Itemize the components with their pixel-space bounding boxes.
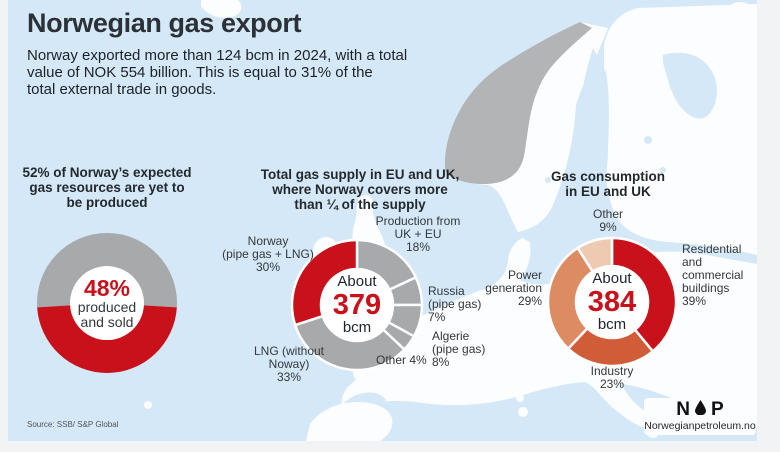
small-island — [144, 401, 152, 409]
label-norway-slice: Norway (pipe gas + LNG) 30% — [222, 234, 314, 274]
supply-donut-chart: About 379 bcm — [282, 230, 432, 380]
resources-donut-chart: 48% produced and sold — [32, 228, 182, 378]
white-sea — [662, 52, 717, 119]
source-note: Source: SSB/ S&P Global — [27, 420, 119, 429]
consumption-donut-center: About 384 bcm — [567, 271, 657, 333]
italy-landmass — [568, 360, 662, 429]
label-industry-slice: Industry 23% — [590, 364, 634, 391]
svalbard-island — [731, 2, 753, 19]
supply-chart-title: Total gas supply in EU and UK, where Nor… — [260, 167, 460, 212]
label-algerie-slice: Algerie (pipe gas) 8% — [432, 329, 486, 369]
label-residential-slice: Residential and commercial buildings 39% — [682, 242, 744, 308]
produced-percent-value: 48% — [83, 275, 131, 301]
label-power-slice: Power generation 29% — [485, 268, 542, 308]
subtitle-line: Norway exported more than 124 bcm in 202… — [27, 47, 408, 64]
logo-letter-n: N — [676, 399, 691, 420]
lake — [545, 177, 551, 183]
subtitle-line: total external trade in goods. — [27, 81, 217, 98]
page-title: Norwegian gas export — [27, 8, 302, 38]
norwegianpetroleum-logo: N P Norwegianpetroleum.no — [644, 398, 756, 435]
finland-russia-landmass — [603, 4, 757, 255]
supply-bcm-value: 379 — [332, 289, 382, 321]
resources-chart-title: 52% of Norway’s expected gas resources a… — [22, 165, 192, 210]
lake — [644, 136, 652, 144]
label-other-slice: Other 4% — [376, 353, 427, 367]
iberia-landmass — [306, 402, 393, 441]
label-production-slice: Production from UK + EU 18% — [375, 214, 461, 254]
lake — [660, 167, 666, 173]
page-subtitle: Norway exported more than 124 bcm in 202… — [27, 47, 407, 98]
subtitle-line: value of NOK 554 billion. This is equal … — [27, 64, 373, 81]
iceland-landmass — [201, 0, 242, 18]
corsica-island — [516, 394, 524, 402]
label-russia-slice: Russia (pipe gas) 7% — [428, 284, 482, 324]
logo-letter-p: P — [711, 399, 724, 420]
sardinia-island — [518, 407, 528, 417]
consumption-bcm-value: 384 — [587, 286, 637, 318]
infographic-canvas: Norwegian gas export Norway exported mor… — [8, 0, 757, 441]
label-lng-slice: LNG (without Noway) 33% — [253, 344, 325, 384]
supply-donut-center: About 379 bcm — [312, 274, 402, 336]
gulf-of-bothnia — [564, 48, 609, 229]
consumption-donut-chart: About 384 bcm — [537, 227, 687, 377]
label-other9-slice: Other 9% — [592, 207, 623, 234]
norway-region — [444, 22, 592, 185]
oil-drop-icon — [695, 400, 707, 420]
resources-donut-center: 48% produced and sold — [62, 276, 152, 330]
consumption-chart-title: Gas consumption in EU and UK — [550, 169, 665, 199]
logo-url: Norwegianpetroleum.no — [644, 420, 756, 432]
